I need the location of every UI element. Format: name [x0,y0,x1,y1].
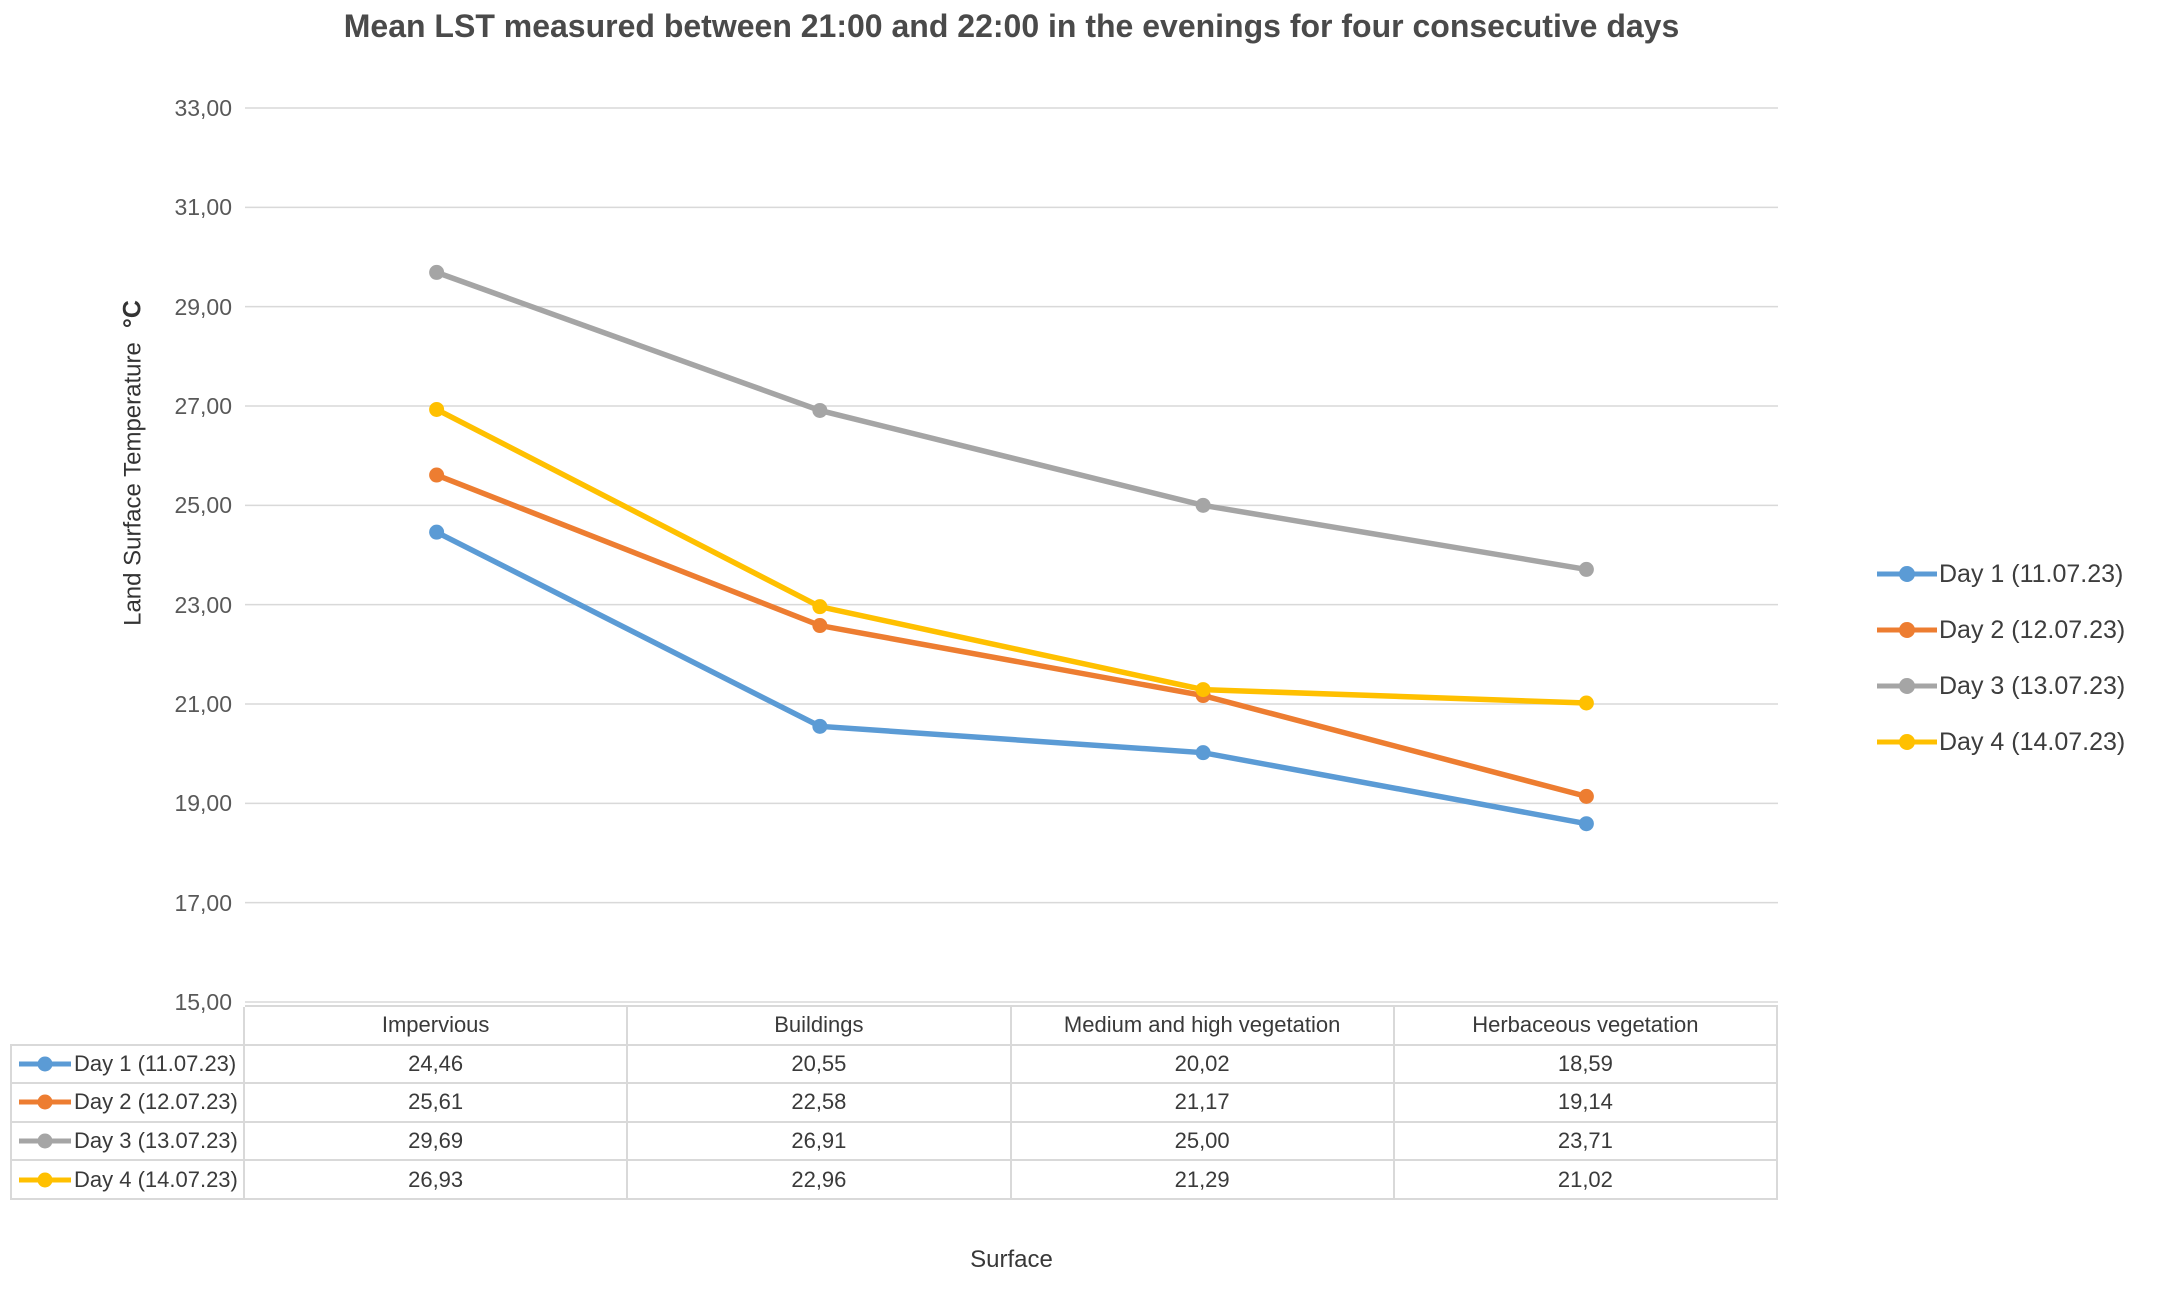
legend-key-icon [19,1133,71,1149]
table-value-cell: 25,00 [1011,1122,1395,1162]
legend-item-2: Day 2 (12.07.23) [1876,602,2125,658]
data-point-marker [1195,682,1211,698]
legend-item-4: Day 4 (14.07.23) [1876,714,2125,770]
data-point-marker [812,718,828,734]
table-value-cell: 19,14 [1394,1084,1778,1123]
table-row-label: Day 4 (14.07.23) [74,1166,238,1192]
series-line-2 [433,472,1590,800]
chart-legend: Day 1 (11.07.23) Day 2 (12.07.23) Day 3 (1… [1876,546,2125,770]
table-value-cell: 21,17 [1011,1084,1395,1123]
data-point-marker [1578,788,1594,804]
y-tick-label: 27,00 [174,393,232,419]
data-point-marker [429,524,445,540]
table-value-cell: 22,96 [628,1161,1012,1200]
table-value-cell: 25,61 [245,1084,629,1123]
y-tick-label: 33,00 [174,95,232,121]
data-point-marker [429,401,445,417]
table-row-label: Day 2 (12.07.23) [74,1089,238,1115]
x-axis-title: Surface [970,1246,1053,1273]
table-header-cell: Herbaceous vegetation [1394,1007,1778,1046]
table-value-cell: 22,58 [628,1084,1012,1123]
data-table: Impervious Buildings Medium and high veget… [10,1007,1778,1200]
table-header-cell: Medium and high vegetation [1011,1007,1395,1046]
data-point-marker [1578,695,1594,711]
y-tick-label: 31,00 [174,194,232,221]
data-point-marker [812,618,828,634]
table-value-cell: 20,55 [628,1045,1012,1085]
table-value-cell: 29,69 [245,1122,629,1162]
table-row-label: Day 1 (11.07.23) [74,1050,237,1076]
legend-label: Day 1 (11.07.23) [1939,559,2124,588]
data-table-top-border [245,1005,1778,1007]
data-point-marker [429,467,445,483]
legend-label: Day 3 (13.07.23) [1939,671,2126,700]
chart-title: Mean LST measured between 21:00 and 22:0… [343,8,1680,44]
y-tick-label: 17,00 [174,889,232,916]
table-value-cell: 18,59 [1394,1045,1778,1085]
table-value-cell: 21,02 [1394,1161,1778,1200]
legend-label: Day 4 (14.07.23) [1939,727,2126,756]
legend-key-icon [19,1172,71,1188]
data-point-marker [1195,745,1211,761]
series-line-3 [433,269,1590,573]
legend-key-icon [1877,566,1937,582]
legend-key-icon [1877,734,1937,750]
table-header-cell: Impervious [245,1007,629,1046]
data-point-marker [1578,561,1594,577]
data-point-marker [429,264,445,280]
table-row-key: Day 2 (12.07.23) [10,1084,245,1123]
table-value-cell: 21,29 [1011,1161,1395,1200]
data-point-marker [1578,816,1594,832]
legend-key-icon [1877,678,1937,694]
data-point-marker [1195,497,1211,513]
legend-label: Day 2 (12.07.23) [1939,615,2126,644]
data-point-marker [812,402,828,418]
legend-key-icon [19,1056,71,1072]
table-value-cell: 24,46 [245,1045,629,1085]
table-value-cell: 26,91 [628,1122,1012,1162]
table-value-cell: 20,02 [1011,1045,1395,1085]
y-tick-label: 21,00 [174,691,232,717]
data-table-left-border [10,1045,12,1200]
series-line-1 [433,529,1590,827]
y-tick-label: 25,00 [174,492,232,519]
data-point-marker [812,599,828,615]
series-line-4 [433,406,1590,706]
legend-item-1: Day 1 (11.07.23) [1876,546,2125,602]
legend-key-icon [1877,622,1937,638]
table-row-label: Day 3 (13.07.23) [74,1128,238,1154]
y-tick-label: 23,00 [174,591,232,618]
table-corner-cell [10,1007,245,1046]
table-row-key: Day 3 (13.07.23) [10,1122,245,1162]
table-header-cell: Buildings [628,1007,1012,1046]
table-row-key: Day 1 (11.07.23) [10,1045,245,1085]
table-row-key: Day 4 (14.07.23) [10,1161,245,1200]
table-value-cell: 23,71 [1394,1122,1778,1162]
y-tick-label: 15,00 [174,989,232,1015]
y-axis-title-text: Land Surface Temperature [119,342,147,626]
y-tick-label: 29,00 [174,293,232,320]
y-tick-label: 19,00 [174,790,232,817]
y-axis-unit: °C [118,300,147,329]
table-value-cell: 26,93 [245,1161,629,1200]
legend-item-3: Day 3 (13.07.23) [1876,658,2125,714]
legend-key-icon [19,1094,71,1110]
